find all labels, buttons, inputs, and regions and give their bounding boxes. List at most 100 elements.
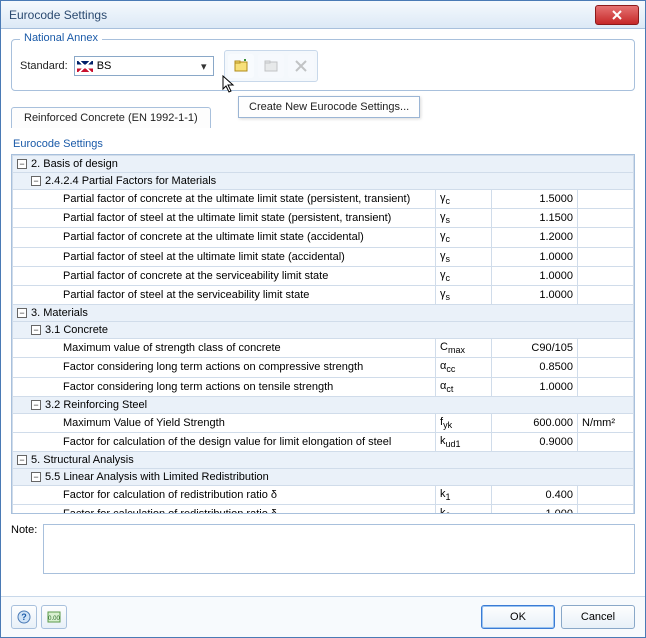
grid-value-row[interactable]: Partial factor of steel at the ultimate … <box>13 247 634 266</box>
note-label: Note: <box>11 524 37 536</box>
row-symbol: γs <box>436 285 492 304</box>
row-value[interactable]: 1.0000 <box>492 377 578 396</box>
collapse-icon[interactable]: − <box>31 400 41 410</box>
grid-header-row[interactable]: −3. Materials <box>13 305 634 322</box>
row-label: 3.1 Concrete <box>45 324 108 336</box>
row-label: Maximum value of strength class of concr… <box>13 339 436 358</box>
ok-button[interactable]: OK <box>481 605 555 629</box>
grid-value-row[interactable]: Factor considering long term actions on … <box>13 377 634 396</box>
row-value[interactable]: 0.8500 <box>492 358 578 377</box>
annex-toolbar <box>224 50 318 82</box>
standard-select[interactable]: BS ▾ <box>74 56 214 76</box>
collapse-icon[interactable]: − <box>31 176 41 186</box>
row-label: Partial factor of concrete at the servic… <box>13 266 436 285</box>
tab-reinforced-concrete[interactable]: Reinforced Concrete (EN 1992-1-1) <box>11 107 211 128</box>
row-value[interactable]: C90/105 <box>492 339 578 358</box>
grid-value-row[interactable]: Partial factor of concrete at the ultima… <box>13 190 634 209</box>
grid-header-row[interactable]: −3.1 Concrete <box>13 322 634 339</box>
row-value[interactable]: 1.5000 <box>492 190 578 209</box>
row-unit <box>578 209 634 228</box>
grid-value-row[interactable]: Factor considering long term actions on … <box>13 358 634 377</box>
row-unit <box>578 377 634 396</box>
row-label: 2. Basis of design <box>31 158 118 170</box>
svg-text:?: ? <box>21 612 27 622</box>
row-value[interactable]: 600.000 <box>492 413 578 432</box>
note-textarea[interactable] <box>43 524 635 574</box>
row-symbol: γc <box>436 228 492 247</box>
row-symbol: γs <box>436 247 492 266</box>
grid-header-row[interactable]: −5. Structural Analysis <box>13 452 634 469</box>
uk-flag-icon <box>77 61 93 72</box>
row-value[interactable]: 1.1500 <box>492 209 578 228</box>
collapse-icon[interactable]: − <box>17 159 27 169</box>
grid-value-row[interactable]: Partial factor of concrete at the ultima… <box>13 228 634 247</box>
collapse-icon[interactable]: − <box>31 472 41 482</box>
open-settings-button[interactable] <box>258 54 284 78</box>
titlebar: Eurocode Settings <box>1 1 645 29</box>
row-label: Factor for calculation of redistribution… <box>13 486 436 505</box>
row-label: Partial factor of concrete at the ultima… <box>13 228 436 247</box>
row-label: Partial factor of steel at the serviceab… <box>13 285 436 304</box>
row-symbol: γs <box>436 209 492 228</box>
standard-value: BS <box>97 60 197 72</box>
chevron-down-icon: ▾ <box>197 60 211 73</box>
collapse-icon[interactable]: − <box>17 308 27 318</box>
standard-label: Standard: <box>20 60 68 72</box>
grid-value-row[interactable]: Partial factor of concrete at the servic… <box>13 266 634 285</box>
grid-value-row[interactable]: Partial factor of steel at the ultimate … <box>13 209 634 228</box>
row-symbol: Cmax <box>436 339 492 358</box>
grid-header-row[interactable]: −5.5 Linear Analysis with Limited Redist… <box>13 469 634 486</box>
grid-value-row[interactable]: Maximum Value of Yield Strengthfyk600.00… <box>13 413 634 432</box>
grid-header-row[interactable]: −2.4.2.4 Partial Factors for Materials <box>13 173 634 190</box>
row-symbol: γc <box>436 190 492 209</box>
row-label: 5.5 Linear Analysis with Limited Redistr… <box>45 471 269 483</box>
row-label: Factor for calculation of the design val… <box>13 432 436 451</box>
row-value[interactable]: 0.400 <box>492 486 578 505</box>
national-annex-group: National Annex Standard: BS ▾ <box>11 39 635 91</box>
row-symbol: γc <box>436 266 492 285</box>
row-unit <box>578 505 634 514</box>
grid-value-row[interactable]: Factor for calculation of redistribution… <box>13 486 634 505</box>
row-value[interactable]: 1.0000 <box>492 266 578 285</box>
row-unit <box>578 285 634 304</box>
row-symbol: fyk <box>436 413 492 432</box>
row-label: Factor considering long term actions on … <box>13 377 436 396</box>
cancel-button[interactable]: Cancel <box>561 605 635 629</box>
row-unit <box>578 486 634 505</box>
grid-header-row[interactable]: −2. Basis of design <box>13 156 634 173</box>
units-button[interactable]: 0.00 <box>41 605 67 629</box>
row-label: Factor for calculation of redistribution… <box>13 505 436 514</box>
svg-text:0.00: 0.00 <box>48 616 60 622</box>
row-value[interactable]: 1.2000 <box>492 228 578 247</box>
national-annex-legend: National Annex <box>20 32 102 44</box>
grid-header-row[interactable]: −3.2 Reinforcing Steel <box>13 396 634 413</box>
dialog-content: National Annex Standard: BS ▾ <box>1 29 645 596</box>
row-value[interactable]: 1.0000 <box>492 247 578 266</box>
collapse-icon[interactable]: − <box>17 455 27 465</box>
dialog-footer: ? 0.00 OK Cancel <box>1 596 645 637</box>
row-label: 3. Materials <box>31 307 88 319</box>
row-label: 3.2 Reinforcing Steel <box>45 399 147 411</box>
row-unit: N/mm² <box>578 413 634 432</box>
settings-grid[interactable]: −2. Basis of design−2.4.2.4 Partial Fact… <box>11 154 635 514</box>
row-value[interactable]: 0.9000 <box>492 432 578 451</box>
row-unit <box>578 339 634 358</box>
help-button[interactable]: ? <box>11 605 37 629</box>
grid-value-row[interactable]: Factor for calculation of redistribution… <box>13 505 634 514</box>
row-label: Maximum Value of Yield Strength <box>13 413 436 432</box>
grid-value-row[interactable]: Partial factor of steel at the serviceab… <box>13 285 634 304</box>
close-button[interactable] <box>595 5 639 25</box>
row-value[interactable]: 1.0000 <box>492 285 578 304</box>
row-label: Partial factor of steel at the ultimate … <box>13 209 436 228</box>
grid-value-row[interactable]: Factor for calculation of the design val… <box>13 432 634 451</box>
row-label: 2.4.2.4 Partial Factors for Materials <box>45 175 216 187</box>
row-label: 5. Structural Analysis <box>31 454 134 466</box>
row-symbol: k2 <box>436 505 492 514</box>
collapse-icon[interactable]: − <box>31 325 41 335</box>
eurocode-settings-dialog: Eurocode Settings National Annex Standar… <box>0 0 646 638</box>
grid-value-row[interactable]: Maximum value of strength class of concr… <box>13 339 634 358</box>
new-settings-button[interactable] <box>228 54 254 78</box>
row-unit <box>578 190 634 209</box>
delete-settings-button[interactable] <box>288 54 314 78</box>
row-value[interactable]: 1.000 <box>492 505 578 514</box>
